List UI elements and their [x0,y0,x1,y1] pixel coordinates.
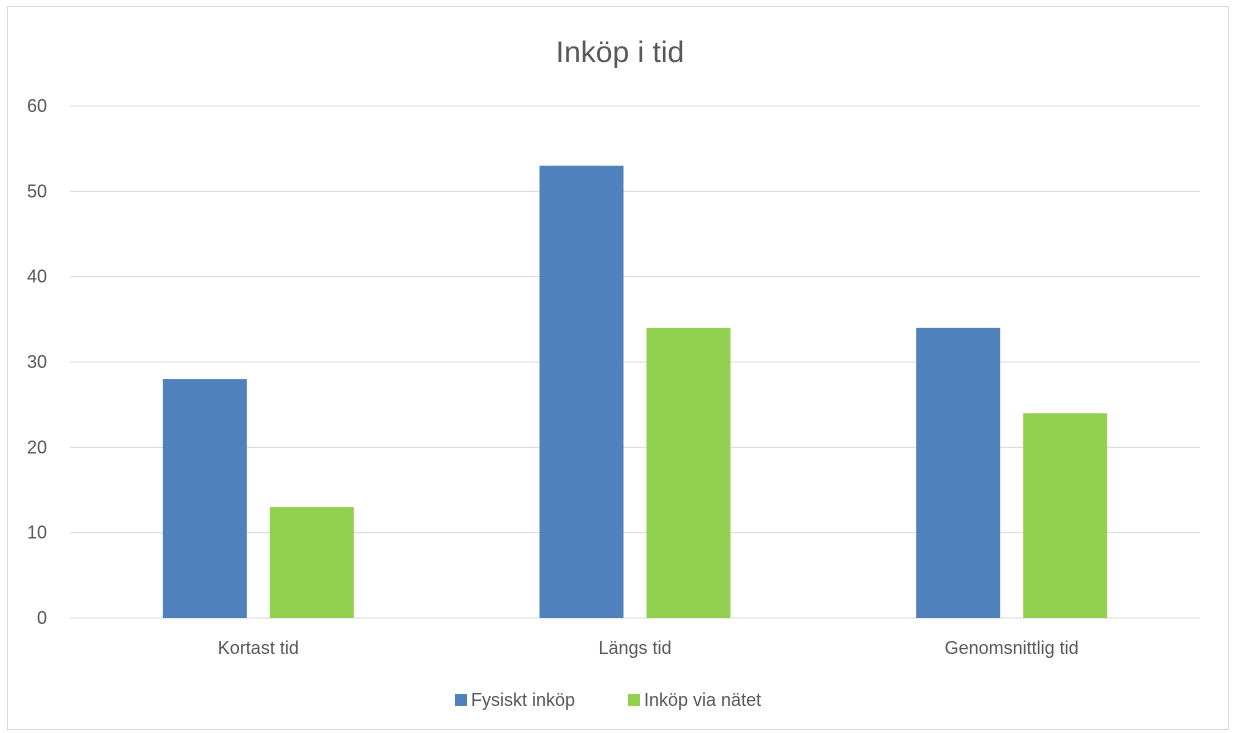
bar-fysiskt-inkop [539,165,624,618]
bar-inkop-via-natet [646,327,731,618]
gridlines [70,105,1200,619]
bar-inkop-via-natet [269,507,354,618]
bar-inkop-via-natet [1023,413,1108,618]
x-tick-label: Längs tid [598,638,671,658]
y-axis-ticks: 0 10 20 30 40 50 60 [27,96,47,628]
legend: Fysiskt inköp Inköp via nätet [455,690,761,710]
legend-swatch [455,694,467,706]
bar-fysiskt-inkop [162,379,247,618]
bars [162,165,1108,618]
x-tick-label: Genomsnittlig tid [945,638,1079,658]
chart-title: Inköp i tid [556,36,684,69]
y-tick-label: 50 [27,181,47,201]
x-axis-ticks: Kortast tid Längs tid Genomsnittlig tid [218,638,1079,658]
y-tick-label: 0 [37,608,47,628]
legend-swatch [628,694,640,706]
bar-fysiskt-inkop [916,327,1001,618]
legend-label: Inköp via nätet [644,690,761,710]
x-tick-label: Kortast tid [218,638,299,658]
y-tick-label: 10 [27,523,47,543]
y-tick-label: 40 [27,267,47,287]
y-tick-label: 20 [27,437,47,457]
y-tick-label: 60 [27,96,47,116]
y-tick-label: 30 [27,352,47,372]
legend-label: Fysiskt inköp [471,690,575,710]
